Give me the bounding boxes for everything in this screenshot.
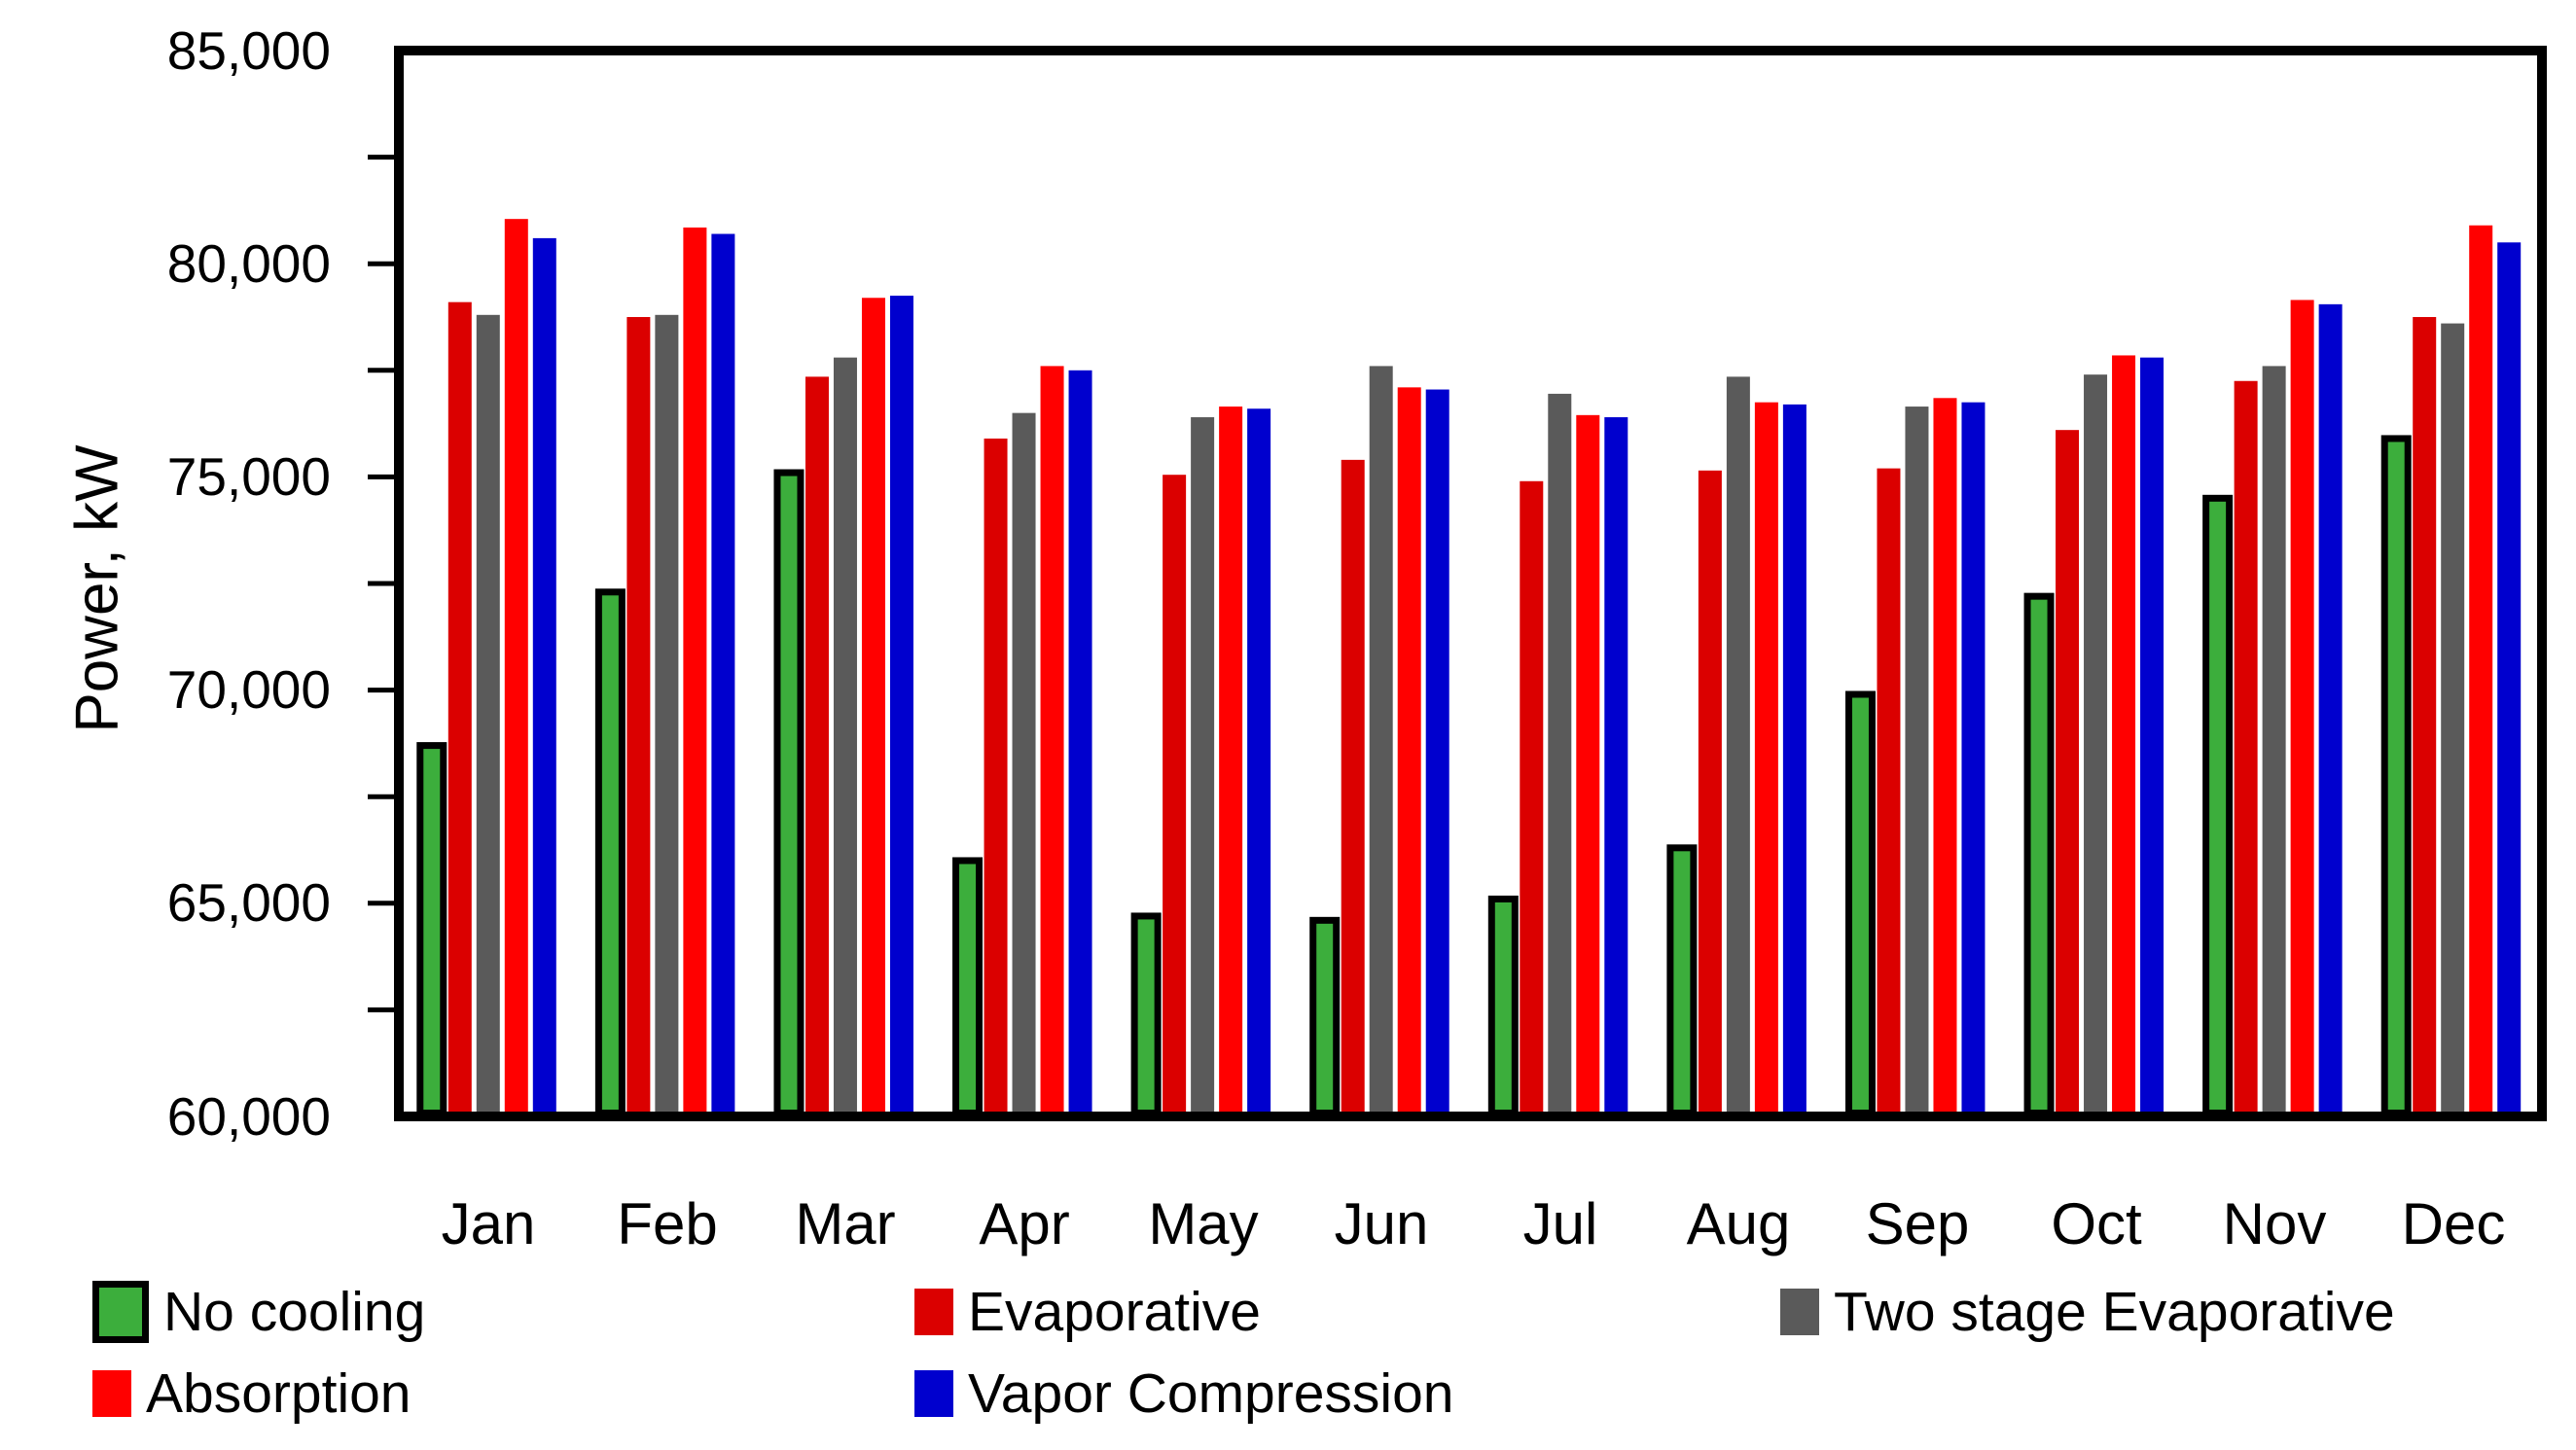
bar-aug-two-stage-evaporative xyxy=(1726,376,1750,1117)
bar-feb-vapor-compression xyxy=(711,233,735,1117)
legend-label-vapor-compression: Vapor Compression xyxy=(968,1362,1454,1425)
bar-apr-vapor-compression xyxy=(1068,370,1092,1116)
bar-jul-absorption xyxy=(1576,414,1600,1116)
x-tick-label-dec: Dec xyxy=(2401,1191,2506,1256)
bar-dec-no-cooling xyxy=(2380,435,2412,1117)
bar-mar-no-cooling xyxy=(773,469,805,1116)
bar-oct-two-stage-evaporative xyxy=(2084,374,2108,1117)
bar-oct-no-cooling xyxy=(2023,592,2055,1116)
bar-aug-evaporative xyxy=(1698,470,1722,1117)
y-tick-label-85000: 85,000 xyxy=(166,20,331,81)
bar-nov-no-cooling xyxy=(2202,494,2234,1116)
bar-may-vapor-compression xyxy=(1247,408,1271,1117)
bar-dec-absorption xyxy=(2469,225,2493,1116)
bar-feb-absorption xyxy=(683,227,707,1116)
bar-sep-no-cooling xyxy=(1844,690,1876,1116)
bar-jul-two-stage-evaporative xyxy=(1548,393,1572,1116)
x-tick-label-jan: Jan xyxy=(441,1191,536,1256)
plot-frame xyxy=(394,46,2547,1121)
bar-jun-evaporative xyxy=(1341,459,1365,1116)
legend-item-absorption: Absorption xyxy=(92,1365,411,1422)
bar-mar-vapor-compression xyxy=(889,296,913,1117)
bar-dec-two-stage-evaporative xyxy=(2441,323,2465,1116)
bar-dec-vapor-compression xyxy=(2497,242,2522,1116)
x-tick-label-may: May xyxy=(1148,1191,1259,1256)
legend-item-no-cooling: No cooling xyxy=(92,1281,426,1343)
bar-mar-two-stage-evaporative xyxy=(833,357,857,1116)
bar-jun-absorption xyxy=(1397,387,1421,1116)
bar-apr-absorption xyxy=(1040,366,1064,1116)
bar-jan-vapor-compression xyxy=(532,237,556,1116)
bar-nov-vapor-compression xyxy=(2318,303,2343,1116)
bar-may-evaporative xyxy=(1163,475,1187,1116)
bar-feb-evaporative xyxy=(626,317,651,1116)
bar-feb-two-stage-evaporative xyxy=(655,314,679,1117)
bar-jan-no-cooling xyxy=(416,742,447,1116)
bar-jul-evaporative xyxy=(1520,480,1544,1116)
x-tick-label-apr: Apr xyxy=(979,1191,1070,1256)
bar-jul-no-cooling xyxy=(1487,895,1519,1117)
legend-swatch-evaporative xyxy=(914,1289,953,1335)
bar-sep-vapor-compression xyxy=(1961,402,1986,1116)
x-tick-label-mar: Mar xyxy=(795,1191,896,1256)
y-tick-label-60000: 60,000 xyxy=(166,1086,331,1147)
bar-sep-absorption xyxy=(1933,398,1957,1116)
bar-sep-two-stage-evaporative xyxy=(1905,407,1929,1117)
y-axis-title: Power, kW xyxy=(63,444,131,733)
x-tick-label-sep: Sep xyxy=(1865,1191,1970,1256)
bar-apr-two-stage-evaporative xyxy=(1012,412,1036,1116)
bar-aug-no-cooling xyxy=(1666,844,1698,1116)
bar-jun-two-stage-evaporative xyxy=(1369,366,1393,1116)
y-tick-label-75000: 75,000 xyxy=(166,446,331,507)
bar-nov-two-stage-evaporative xyxy=(2262,366,2286,1116)
bar-mar-evaporative xyxy=(805,376,829,1117)
bar-oct-evaporative xyxy=(2056,430,2080,1116)
bar-may-absorption xyxy=(1219,407,1243,1117)
bar-jan-absorption xyxy=(504,219,528,1117)
bar-jan-two-stage-evaporative xyxy=(476,314,500,1117)
bar-jun-no-cooling xyxy=(1309,916,1341,1116)
y-tick-label-70000: 70,000 xyxy=(166,659,331,720)
legend-label-absorption: Absorption xyxy=(146,1362,411,1425)
y-tick-label-80000: 80,000 xyxy=(166,233,331,294)
bar-may-two-stage-evaporative xyxy=(1191,417,1215,1116)
legend-item-vapor-compression: Vapor Compression xyxy=(914,1365,1454,1422)
bar-apr-no-cooling xyxy=(952,857,984,1117)
x-tick-label-feb: Feb xyxy=(617,1191,718,1256)
bar-jan-evaporative xyxy=(447,301,472,1116)
legend-label-two-stage-evaporative: Two stage Evaporative xyxy=(1834,1281,2395,1343)
bar-jun-vapor-compression xyxy=(1425,389,1449,1116)
bar-dec-evaporative xyxy=(2413,317,2437,1116)
bar-mar-absorption xyxy=(861,298,885,1117)
bar-oct-vapor-compression xyxy=(2140,357,2165,1116)
x-tick-label-jun: Jun xyxy=(1334,1191,1429,1256)
bar-aug-vapor-compression xyxy=(1782,404,1807,1116)
legend-item-two-stage-evaporative: Two stage Evaporative xyxy=(1780,1284,2395,1340)
legend-swatch-two-stage-evaporative xyxy=(1780,1289,1819,1335)
bar-nov-evaporative xyxy=(2234,380,2258,1116)
y-tick-label-65000: 65,000 xyxy=(166,872,331,933)
legend-swatch-absorption xyxy=(92,1370,131,1417)
bar-oct-absorption xyxy=(2112,355,2136,1116)
legend-swatch-vapor-compression xyxy=(914,1370,953,1417)
x-tick-label-aug: Aug xyxy=(1686,1191,1791,1256)
bar-feb-no-cooling xyxy=(594,588,626,1116)
bar-jul-vapor-compression xyxy=(1604,417,1628,1116)
x-tick-label-nov: Nov xyxy=(2222,1191,2327,1256)
bar-nov-absorption xyxy=(2290,300,2314,1116)
legend-label-evaporative: Evaporative xyxy=(968,1281,1262,1343)
bar-sep-evaporative xyxy=(1877,468,1901,1117)
legend-label-no-cooling: No cooling xyxy=(163,1281,426,1343)
bar-apr-evaporative xyxy=(984,438,1008,1117)
legend-swatch-no-cooling xyxy=(92,1281,149,1343)
x-tick-label-jul: Jul xyxy=(1522,1191,1598,1256)
bar-aug-absorption xyxy=(1754,402,1778,1116)
x-tick-label-oct: Oct xyxy=(2051,1191,2142,1256)
legend-item-evaporative: Evaporative xyxy=(914,1284,1261,1340)
bar-may-no-cooling xyxy=(1130,912,1162,1117)
